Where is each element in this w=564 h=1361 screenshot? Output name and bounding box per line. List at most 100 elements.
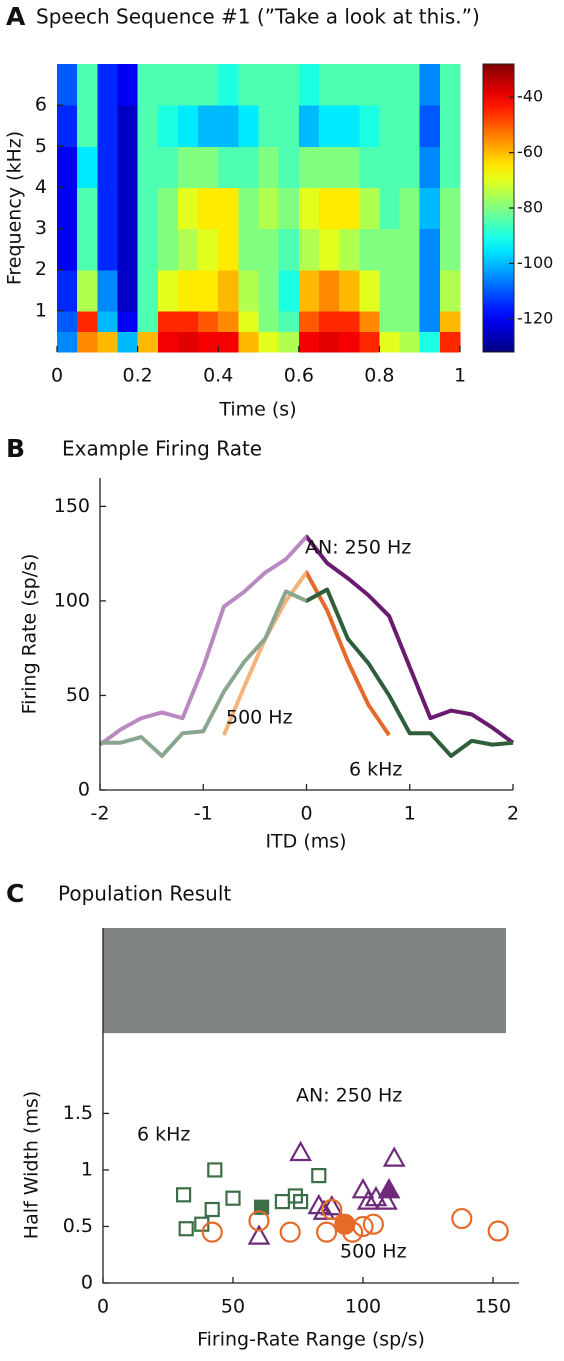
panel-letter: A xyxy=(6,2,26,31)
heatmap-cell xyxy=(439,105,461,147)
heatmap-cell xyxy=(258,310,280,333)
heatmap-cell xyxy=(278,64,300,106)
heatmap-cell xyxy=(157,64,179,106)
heatmap-cell xyxy=(439,146,461,189)
heatmap-cell xyxy=(117,310,139,333)
heatmap-cell xyxy=(157,310,179,333)
heatmap-cell xyxy=(157,146,179,189)
heatmap-cell xyxy=(359,269,380,312)
heatmap-cell xyxy=(57,187,78,230)
marker-square xyxy=(176,1187,192,1203)
colorbar-tick-label: -40 xyxy=(517,87,543,106)
x-tick-label: 1 xyxy=(454,365,466,387)
heatmap-cell xyxy=(97,187,119,230)
chart-title: Speech Sequence #1 (”Take a look at this… xyxy=(36,5,480,29)
marker-circle xyxy=(321,1198,343,1221)
y-tick-label: 5 xyxy=(35,135,47,157)
heatmap-cell xyxy=(318,187,340,230)
heatmap-cell xyxy=(399,105,421,147)
colorbar-tick-label: -100 xyxy=(517,253,553,272)
heatmap-cell xyxy=(97,310,119,333)
marker-square xyxy=(274,1193,290,1210)
marker-square xyxy=(204,1201,220,1218)
x-axis-label: ITD (ms) xyxy=(265,831,346,853)
x-axis-label: Time (s) xyxy=(218,399,296,421)
heatmap-cell xyxy=(97,269,119,312)
shaded-band xyxy=(103,928,506,1034)
heatmap-cell xyxy=(419,269,441,312)
heatmap-cell xyxy=(439,269,461,312)
heatmap-cell xyxy=(238,146,260,189)
heatmap-cell xyxy=(177,331,199,353)
x-tick-label: 0.4 xyxy=(203,365,233,387)
heatmap-cell xyxy=(359,310,380,333)
heatmap-cell xyxy=(238,105,260,147)
heatmap-cell xyxy=(117,269,139,312)
heatmap-cell xyxy=(339,310,360,333)
heatmap-cell xyxy=(218,331,239,353)
heatmap-cell xyxy=(137,187,159,230)
heatmap-cell xyxy=(57,105,78,147)
heatmap-cell xyxy=(379,310,401,333)
x-tick-label: 0.2 xyxy=(122,365,152,387)
heatmap-cell xyxy=(157,105,179,147)
heatmap-cell xyxy=(419,187,441,230)
heatmap-cell xyxy=(57,228,78,271)
series-label: 500 Hz xyxy=(226,707,293,729)
heatmap-cell xyxy=(439,64,461,106)
heatmap-cell xyxy=(318,146,340,189)
heatmap-cell xyxy=(359,331,380,353)
heatmap-cell xyxy=(137,269,159,312)
heatmap-cell xyxy=(258,187,280,230)
x-tick-label: 1 xyxy=(404,803,416,825)
heatmap-cell xyxy=(318,331,340,353)
panel-letter: B xyxy=(6,434,25,463)
heatmap-cell xyxy=(97,146,119,189)
heatmap-cell xyxy=(439,187,461,230)
heatmap-cell xyxy=(218,64,239,106)
heatmap-cell xyxy=(117,146,139,189)
heatmap-cell xyxy=(339,331,360,353)
heatmap-cell xyxy=(77,105,98,147)
heatmap-cell xyxy=(379,105,401,147)
marker-triangle xyxy=(382,1146,406,1167)
x-axis-label: Firing-Rate Range (sp/s) xyxy=(197,1329,425,1351)
heatmap-cell xyxy=(419,331,441,353)
y-tick-label: 2 xyxy=(35,258,47,280)
colorbar-tick-label: -60 xyxy=(517,142,543,161)
marker-square xyxy=(225,1190,241,1206)
heatmap-cell xyxy=(439,310,461,333)
marker-triangle xyxy=(312,1199,336,1220)
marker-triangle xyxy=(377,1178,401,1199)
y-tick-label: 100 xyxy=(54,589,90,611)
series-label: 6 kHz xyxy=(137,1124,190,1146)
axis-line xyxy=(99,478,513,791)
heatmap-cell xyxy=(339,64,360,106)
heatmap-cell xyxy=(157,187,179,230)
heatmap-cell xyxy=(238,310,260,333)
heatmap-cell xyxy=(238,187,260,230)
heatmap-cell xyxy=(298,331,320,353)
y-tick-label: 0 xyxy=(81,1272,93,1294)
x-tick-label: -1 xyxy=(194,803,213,825)
heatmap-cell xyxy=(399,310,421,333)
heatmap-cell xyxy=(419,228,441,271)
heatmap-cell xyxy=(298,310,320,333)
heatmap-cell xyxy=(399,331,421,353)
heatmap-cell xyxy=(218,310,239,333)
heatmap-cell xyxy=(157,269,179,312)
marker-circle xyxy=(201,1221,223,1243)
y-axis-label: Firing Rate (sp/s) xyxy=(19,554,41,715)
heatmap-cell xyxy=(298,228,320,271)
heatmap-cell xyxy=(339,146,360,189)
heatmap-cell xyxy=(379,64,401,106)
series-label: 6 kHz xyxy=(349,759,402,781)
heatmap-cell xyxy=(77,146,98,189)
heatmap-cell xyxy=(218,228,239,271)
colorbar-tick-label: -120 xyxy=(517,308,553,327)
heatmap-cell xyxy=(57,269,78,312)
heatmap-cell xyxy=(439,228,461,271)
x-tick-label: 0.6 xyxy=(284,365,314,387)
heatmap-cell xyxy=(238,331,260,353)
heatmap-cell xyxy=(218,105,239,147)
